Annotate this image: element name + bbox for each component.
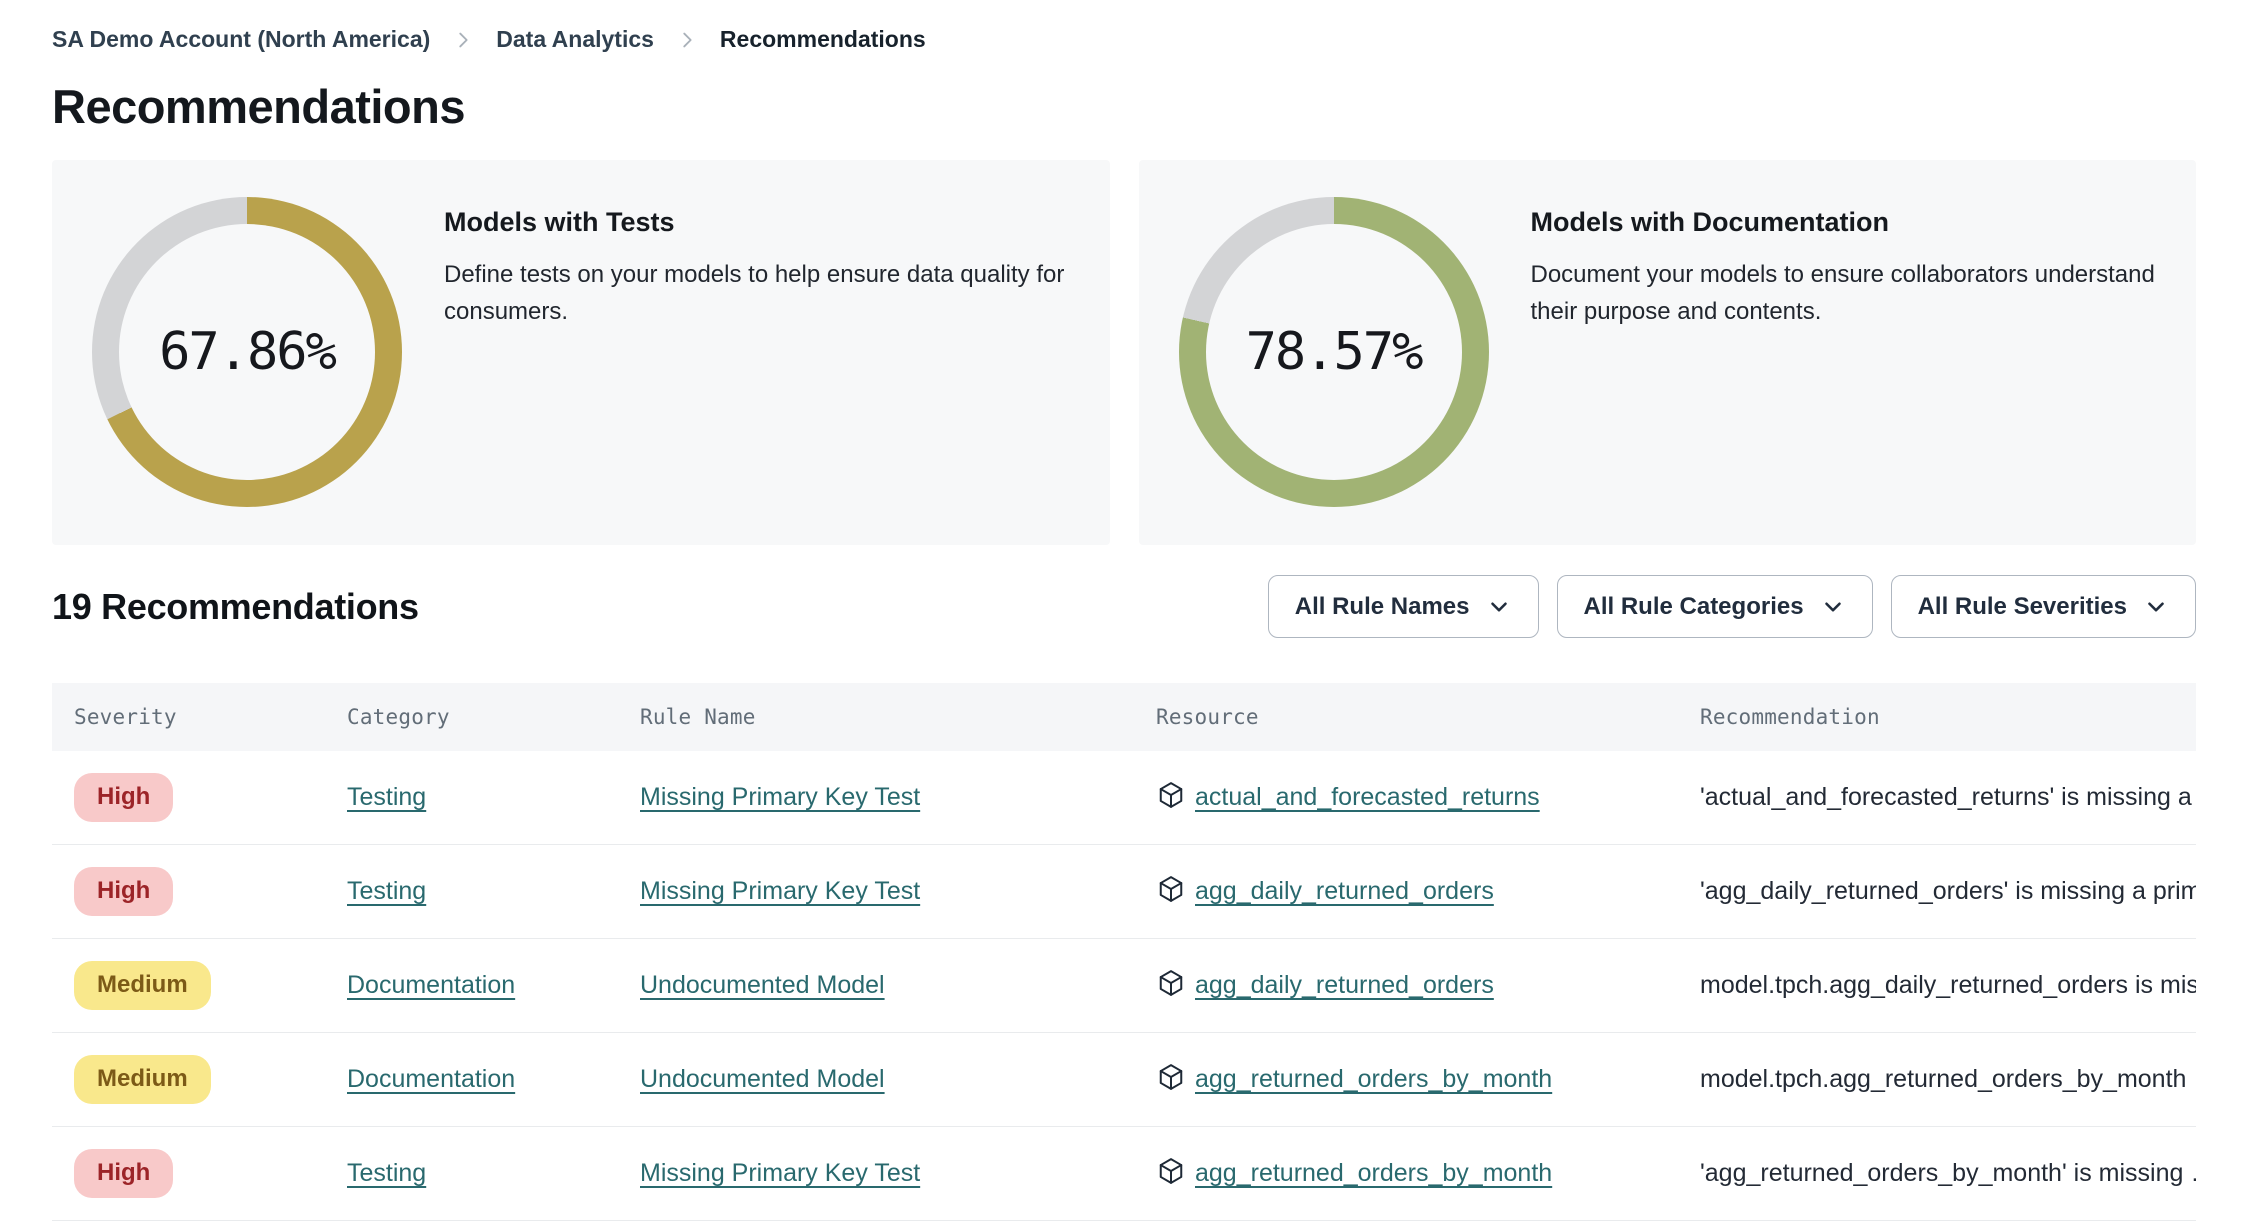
table-row: High Testing Missing Primary Key Test ag… [52,845,2196,939]
rule-name-link[interactable]: Missing Primary Key Test [640,1159,921,1187]
recommendations-count-heading: 19 Recommendations [52,585,419,627]
model-cube-icon [1156,780,1186,815]
column-header-category: Category [347,705,450,729]
resource-link[interactable]: agg_returned_orders_by_month [1195,1159,1553,1187]
table-header-row: Severity Category Rule Name Resource Rec… [52,683,2196,751]
severity-badge: Medium [74,961,211,1010]
column-header-rule-name: Rule Name [640,705,756,729]
table-row: Medium Documentation Undocumented Model … [52,939,2196,1033]
column-header-severity: Severity [74,705,177,729]
category-link[interactable]: Testing [347,783,427,811]
severity-badge: High [74,773,174,822]
card-description: Document your models to ensure collabora… [1530,261,2155,325]
models-with-documentation-card: 78.57% Models with Documentation Documen… [1138,160,2196,545]
recommendation-text: model.tpch.agg_daily_returned_orders is … [1700,971,2196,999]
category-link[interactable]: Testing [347,1159,427,1187]
list-header: 19 Recommendations All Rule Names All Ru… [52,575,2196,638]
severity-badge: High [74,1149,174,1198]
table-row: Medium Documentation Undocumented Model … [52,1033,2196,1127]
breadcrumb-account-link[interactable]: SA Demo Account (North America) [52,26,431,52]
tests-coverage-donut: 67.86% [92,197,402,507]
filter-label: All Rule Categories [1583,592,1804,620]
rule-name-link[interactable]: Undocumented Model [640,1065,885,1093]
card-description: Define tests on your models to help ensu… [444,261,1065,325]
chevron-down-icon [2143,594,2169,620]
rule-name-link[interactable]: Undocumented Model [640,971,885,999]
card-title: Models with Tests [444,207,675,237]
column-header-recommendation: Recommendation [1700,705,1880,729]
filter-label: All Rule Names [1294,592,1470,620]
chevron-right-icon [452,29,474,51]
resource-link[interactable]: agg_daily_returned_orders [1195,971,1494,999]
recommendation-text: 'actual_and_forecasted_returns' is missi… [1700,783,2196,811]
resource-link[interactable]: agg_returned_orders_by_month [1195,1065,1553,1093]
resource-link[interactable]: actual_and_forecasted_returns [1195,783,1540,811]
recommendation-text: model.tpch.agg_returned_orders_by_month … [1700,1065,2196,1093]
chevron-right-icon [676,29,698,51]
breadcrumb-project-link[interactable]: Data Analytics [496,26,654,52]
chevron-down-icon [1486,594,1512,620]
chevron-down-icon [1820,594,1846,620]
severity-badge: Medium [74,1055,211,1104]
rule-categories-filter[interactable]: All Rule Categories [1556,575,1873,638]
recommendation-text: 'agg_returned_orders_by_month' is missin… [1700,1159,2196,1187]
filters: All Rule Names All Rule Categories All R… [1267,575,2196,638]
card-text: Models with Tests Define tests on your m… [444,197,1070,330]
column-header-resource: Resource [1156,705,1259,729]
rule-severities-filter[interactable]: All Rule Severities [1890,575,2196,638]
model-cube-icon [1156,968,1186,1003]
severity-badge: High [74,867,174,916]
rule-name-link[interactable]: Missing Primary Key Test [640,783,921,811]
rule-names-filter[interactable]: All Rule Names [1267,575,1539,638]
model-cube-icon [1156,874,1186,909]
models-with-tests-card: 67.86% Models with Tests Define tests on… [52,160,1110,545]
resource-link[interactable]: agg_daily_returned_orders [1195,877,1494,905]
rule-name-link[interactable]: Missing Primary Key Test [640,877,921,905]
model-cube-icon [1156,1156,1186,1191]
model-cube-icon [1156,1062,1186,1097]
filter-label: All Rule Severities [1917,592,2127,620]
category-link[interactable]: Documentation [347,1065,516,1093]
documentation-coverage-donut: 78.57% [1178,197,1489,507]
card-title: Models with Documentation [1530,207,1890,237]
metric-cards: 67.86% Models with Tests Define tests on… [52,160,2196,545]
category-link[interactable]: Testing [347,877,427,905]
card-text: Models with Documentation Document your … [1531,197,2157,330]
recommendations-table: Severity Category Rule Name Resource Rec… [52,683,2196,1221]
category-link[interactable]: Documentation [347,971,516,999]
page-title: Recommendations [52,80,465,133]
breadcrumb: SA Demo Account (North America) Data Ana… [52,0,2196,53]
table-row: High Testing Missing Primary Key Test ag… [52,1127,2196,1221]
table-row: High Testing Missing Primary Key Test ac… [52,751,2196,845]
tests-coverage-percent: 67.86% [159,322,337,382]
documentation-coverage-percent: 78.57% [1245,322,1424,382]
breadcrumb-current-page: Recommendations [719,26,926,52]
recommendation-text: 'agg_daily_returned_orders' is missing a… [1700,877,2196,905]
